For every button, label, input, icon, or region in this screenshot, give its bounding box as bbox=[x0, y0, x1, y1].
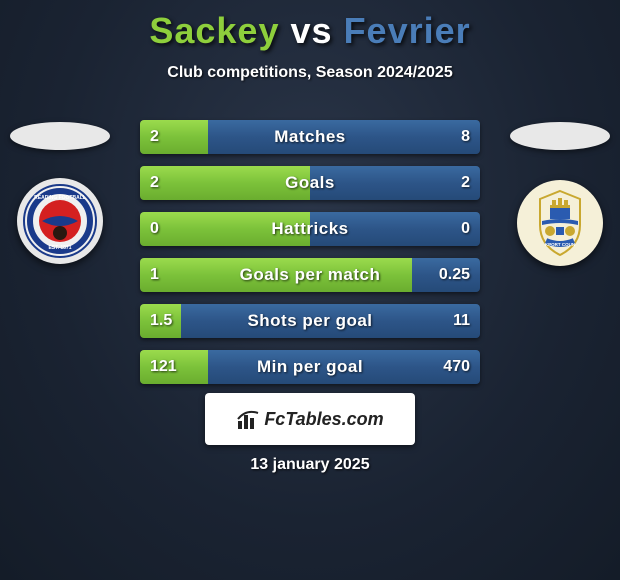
vs-text: vs bbox=[291, 10, 333, 51]
stat-row: 22Goals bbox=[140, 166, 480, 200]
subtitle: Club competitions, Season 2024/2025 bbox=[0, 64, 620, 82]
stockport-county-badge: KPORT COUN bbox=[517, 180, 603, 266]
stat-row: 00Hattricks bbox=[140, 212, 480, 246]
svg-text:KPORT COUN: KPORT COUN bbox=[545, 242, 575, 247]
stat-label: Goals bbox=[140, 166, 480, 200]
stat-row: 28Matches bbox=[140, 120, 480, 154]
stats-bars-icon bbox=[236, 407, 260, 431]
right-shadow-oval bbox=[510, 122, 610, 150]
svg-text:EST. 1871: EST. 1871 bbox=[48, 245, 71, 251]
stat-row: 1.511Shots per goal bbox=[140, 304, 480, 338]
footer-date: 13 january 2025 bbox=[0, 456, 620, 474]
brand-text: FcTables.com bbox=[264, 409, 383, 430]
stat-label: Shots per goal bbox=[140, 304, 480, 338]
reading-fc-badge: READING FOOTBALL EST. 1871 bbox=[17, 178, 103, 264]
svg-text:READING FOOTBALL: READING FOOTBALL bbox=[34, 195, 86, 201]
stat-label: Min per goal bbox=[140, 350, 480, 384]
player1-name: Sackey bbox=[149, 10, 279, 51]
fctables-logo: FcTables.com bbox=[236, 407, 383, 431]
stat-label: Matches bbox=[140, 120, 480, 154]
page-title: Sackey vs Fevrier bbox=[0, 0, 620, 52]
stat-row: 121470Min per goal bbox=[140, 350, 480, 384]
stats-bars: 28Matches 22Goals 00Hattricks 10.25Goals pe… bbox=[140, 120, 480, 396]
club-crest-right-icon: KPORT COUN bbox=[522, 185, 598, 261]
comparison-infographic: Sackey vs Fevrier Club competitions, Sea… bbox=[0, 0, 620, 580]
stat-label: Goals per match bbox=[140, 258, 480, 292]
brand-box: FcTables.com bbox=[205, 393, 415, 445]
club-crest-left-icon: READING FOOTBALL EST. 1871 bbox=[22, 183, 98, 259]
left-shadow-oval bbox=[10, 122, 110, 150]
stat-label: Hattricks bbox=[140, 212, 480, 246]
player2-name: Fevrier bbox=[344, 10, 471, 51]
stat-row: 10.25Goals per match bbox=[140, 258, 480, 292]
